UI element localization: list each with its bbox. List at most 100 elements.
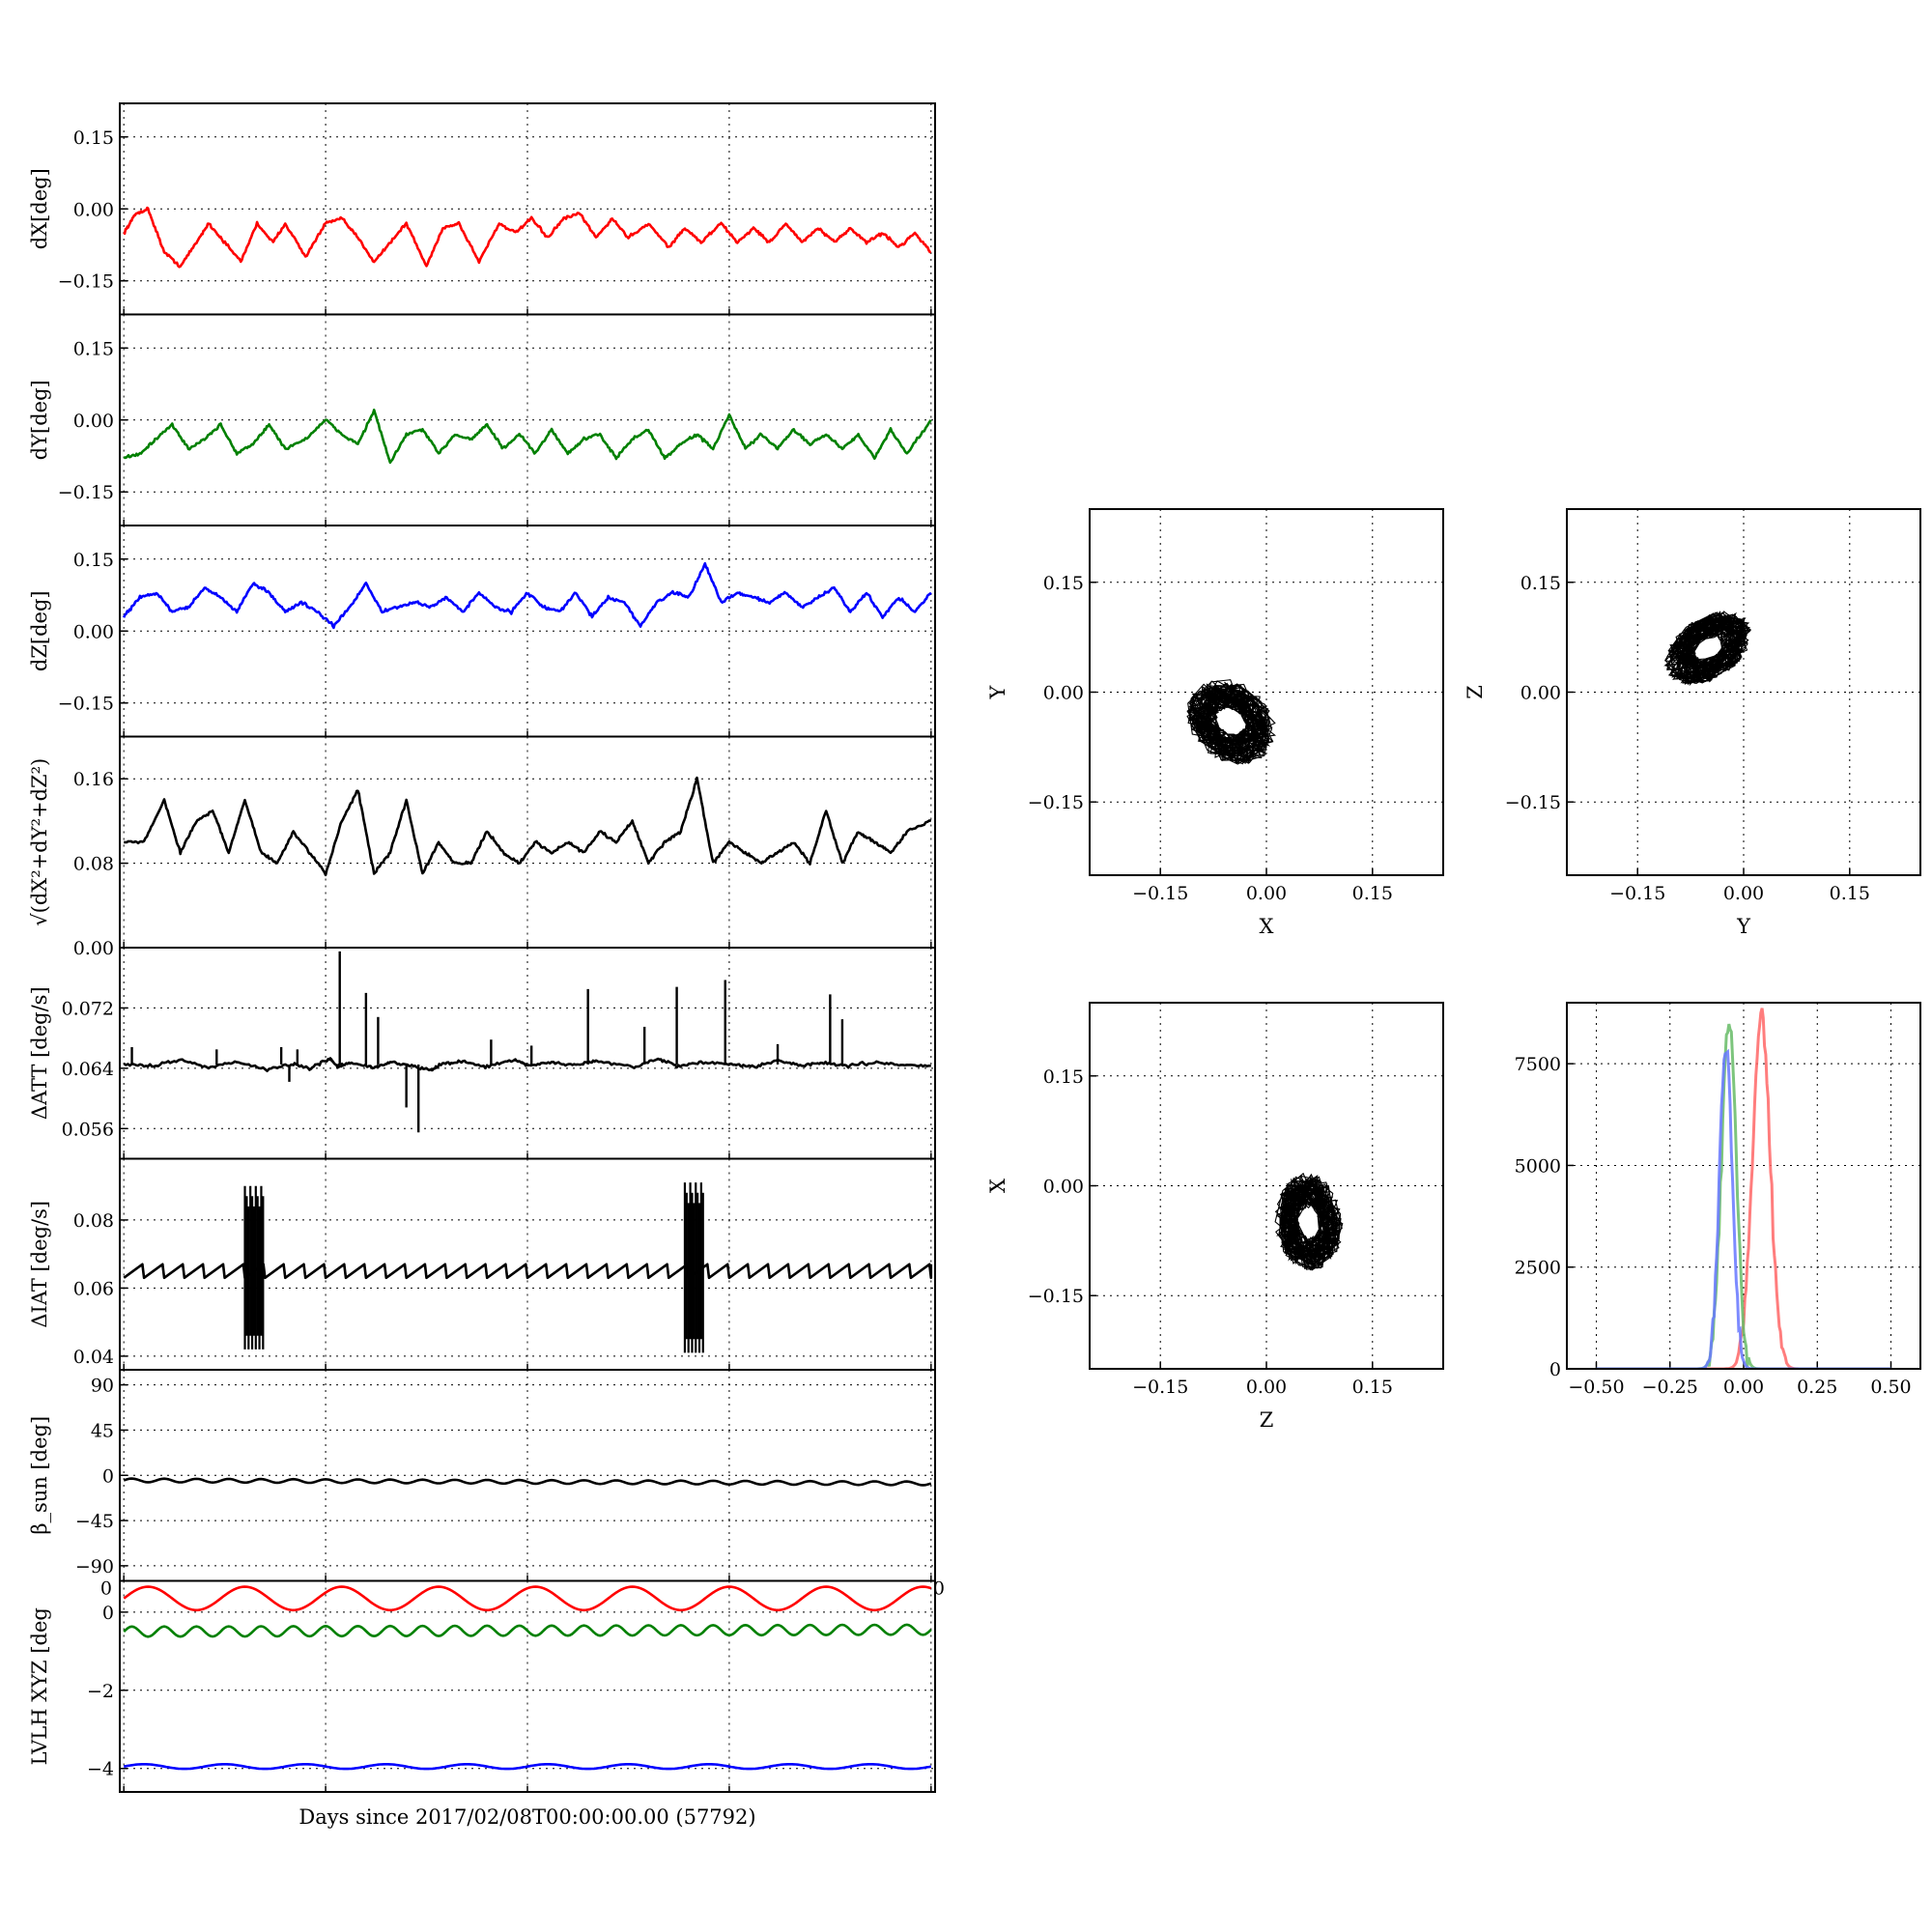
timeseries-panel-6: 0.08 0.06 0.04 ΔIAT [deg/s] — [28, 1157, 936, 1371]
ylabel: dY[deg] — [28, 380, 51, 460]
scatter-panel-ZX: −0.15 0.00 0.15 0.15 0.00 −0.15 Z X — [986, 1002, 1444, 1432]
scatter-panel-YZ: −0.15 0.00 0.15 0.15 0.00 −0.15 Y Z — [1463, 508, 1921, 938]
marks-group — [1186, 679, 1277, 765]
ytick-label: 0.00 — [73, 199, 114, 220]
ylabel: X — [986, 1179, 1009, 1193]
xlabel: Z — [1260, 1408, 1274, 1432]
data-series-line-1 — [123, 409, 932, 465]
xtick-label: −0.15 — [1609, 883, 1665, 904]
data-series-line-1 — [124, 776, 932, 877]
series-group — [123, 206, 931, 269]
data-series-line-1 — [123, 1263, 933, 1280]
ytick-label: −90 — [75, 1556, 114, 1577]
series-group — [123, 1477, 932, 1487]
marks-group — [1596, 1008, 1891, 1369]
ylabel: Y — [986, 684, 1009, 699]
ylabel: LVLH XYZ [deg — [28, 1607, 51, 1765]
ytick-label: 0 — [102, 1603, 114, 1624]
timeseries-panel-7: 90 45 0 −45 −90 β_sun [deg] — [28, 1369, 936, 1582]
series-group — [123, 1182, 933, 1353]
xtick-label: 0.15 — [1352, 883, 1393, 904]
data-series-line-1 — [123, 1585, 932, 1612]
xtick-label: −0.25 — [1642, 1377, 1698, 1398]
scatter-panel-XY: −0.15 0.00 0.15 0.15 0.00 −0.15 X Y — [986, 508, 1444, 938]
ytick-label: −0.15 — [1028, 792, 1084, 813]
ytick-label: 90 — [91, 1376, 114, 1397]
ytick-label: 0.16 — [73, 769, 114, 790]
timeseries-panel-8: 0 −2 −4 LVLH XYZ [deg 0 0 — [28, 1578, 945, 1793]
data-series-line-3 — [123, 1763, 932, 1771]
ylabel: Z — [1463, 685, 1487, 699]
ytick-label: 5000 — [1515, 1155, 1561, 1177]
series-group — [123, 1585, 932, 1771]
series-group — [124, 776, 932, 877]
ytick-label: 0.15 — [1520, 573, 1561, 594]
ytick-label: −0.15 — [1505, 792, 1561, 813]
ytick-label: 0.00 — [1043, 683, 1084, 704]
ytick-label: −0.15 — [58, 694, 114, 715]
ytick-label: −4 — [87, 1759, 114, 1780]
panel-frame — [1089, 508, 1444, 876]
xtick-label: 0.00 — [1723, 1377, 1764, 1398]
timeseries-panel-1: 0.15 0.00 −0.15 dX[deg] — [28, 102, 936, 316]
trajectory-cloud — [1663, 611, 1751, 687]
xtick-label: −0.50 — [1568, 1377, 1624, 1398]
ytick-label: 0.04 — [73, 1347, 114, 1368]
xtick-label: 0.50 — [1870, 1377, 1911, 1398]
ylabel: β_sun [deg] — [28, 1416, 51, 1535]
trajectory-cloud — [1274, 1172, 1344, 1271]
histogram-panel: −0.50 −0.25 0.00 0.25 0.50 7500 5000 2500 0 — [1515, 1002, 1921, 1398]
ytick-label: −0.15 — [58, 271, 114, 293]
ytick-label: 0.08 — [73, 1210, 114, 1232]
ytick-label: 0.072 — [62, 998, 114, 1019]
histogram-series-2 — [1596, 1023, 1891, 1369]
marks-group — [1663, 611, 1751, 687]
ytick-label: 0.064 — [62, 1059, 114, 1080]
ylabel: dZ[deg] — [28, 590, 51, 671]
ytick-label: −45 — [75, 1511, 114, 1532]
ytick-label: 0.15 — [1043, 1066, 1084, 1088]
series-group — [122, 561, 932, 630]
ytick-label: 0.00 — [73, 938, 114, 959]
ytick-label: 0.00 — [73, 411, 114, 432]
ytick-label: 0.15 — [73, 550, 114, 571]
ylabel: ΔIAT [deg/s] — [28, 1201, 51, 1328]
ytick-label: 0 — [102, 1465, 114, 1487]
series-group — [123, 951, 931, 1133]
data-series-line-2 — [123, 1623, 932, 1638]
marks-group — [1274, 1172, 1344, 1271]
shared-xlabel: Days since 2017/02/08T00:00:00.00 (57792… — [298, 1805, 755, 1829]
panel-frame — [1566, 1002, 1921, 1370]
histogram-series-3 — [1596, 1048, 1891, 1369]
corner-label-right: 0 — [933, 1578, 945, 1600]
burst-mark — [683, 1182, 704, 1353]
data-series-line-1 — [123, 1477, 932, 1487]
ylabel: dX[deg] — [28, 168, 51, 249]
ytick-label: 0.06 — [73, 1278, 114, 1299]
data-series-line-1 — [122, 561, 932, 630]
data-series-line-1 — [123, 1057, 931, 1072]
xtick-label: −0.15 — [1132, 1377, 1188, 1398]
corner-label-left: 0 — [100, 1578, 112, 1600]
timeseries-panel-3: 0.15 0.00 −0.15 dZ[deg] — [28, 525, 936, 738]
panel-frame — [1089, 1002, 1444, 1370]
xtick-label: 0.25 — [1797, 1377, 1837, 1398]
ytick-label: 0 — [1549, 1359, 1561, 1380]
xtick-label: 0.00 — [1246, 883, 1287, 904]
panel-frame — [119, 947, 936, 1160]
ytick-label: 0.15 — [1043, 573, 1084, 594]
ytick-label: 0.15 — [73, 338, 114, 359]
panel-frame — [119, 735, 936, 949]
xlabel: Y — [1736, 915, 1751, 938]
ytick-label: 0.00 — [1520, 683, 1561, 704]
ylabel: √(dX²+dY²+dZ²) — [28, 758, 51, 926]
ytick-label: −0.15 — [1028, 1286, 1084, 1307]
series-group — [123, 409, 932, 465]
ytick-label: −0.15 — [58, 482, 114, 503]
ytick-label: 45 — [91, 1420, 114, 1441]
ylabel: ΔATT [deg/s] — [28, 986, 51, 1120]
xtick-label: −0.15 — [1132, 883, 1188, 904]
ytick-label: 0.15 — [73, 128, 114, 149]
xlabel: X — [1260, 915, 1274, 938]
ytick-label: 2500 — [1515, 1258, 1561, 1279]
